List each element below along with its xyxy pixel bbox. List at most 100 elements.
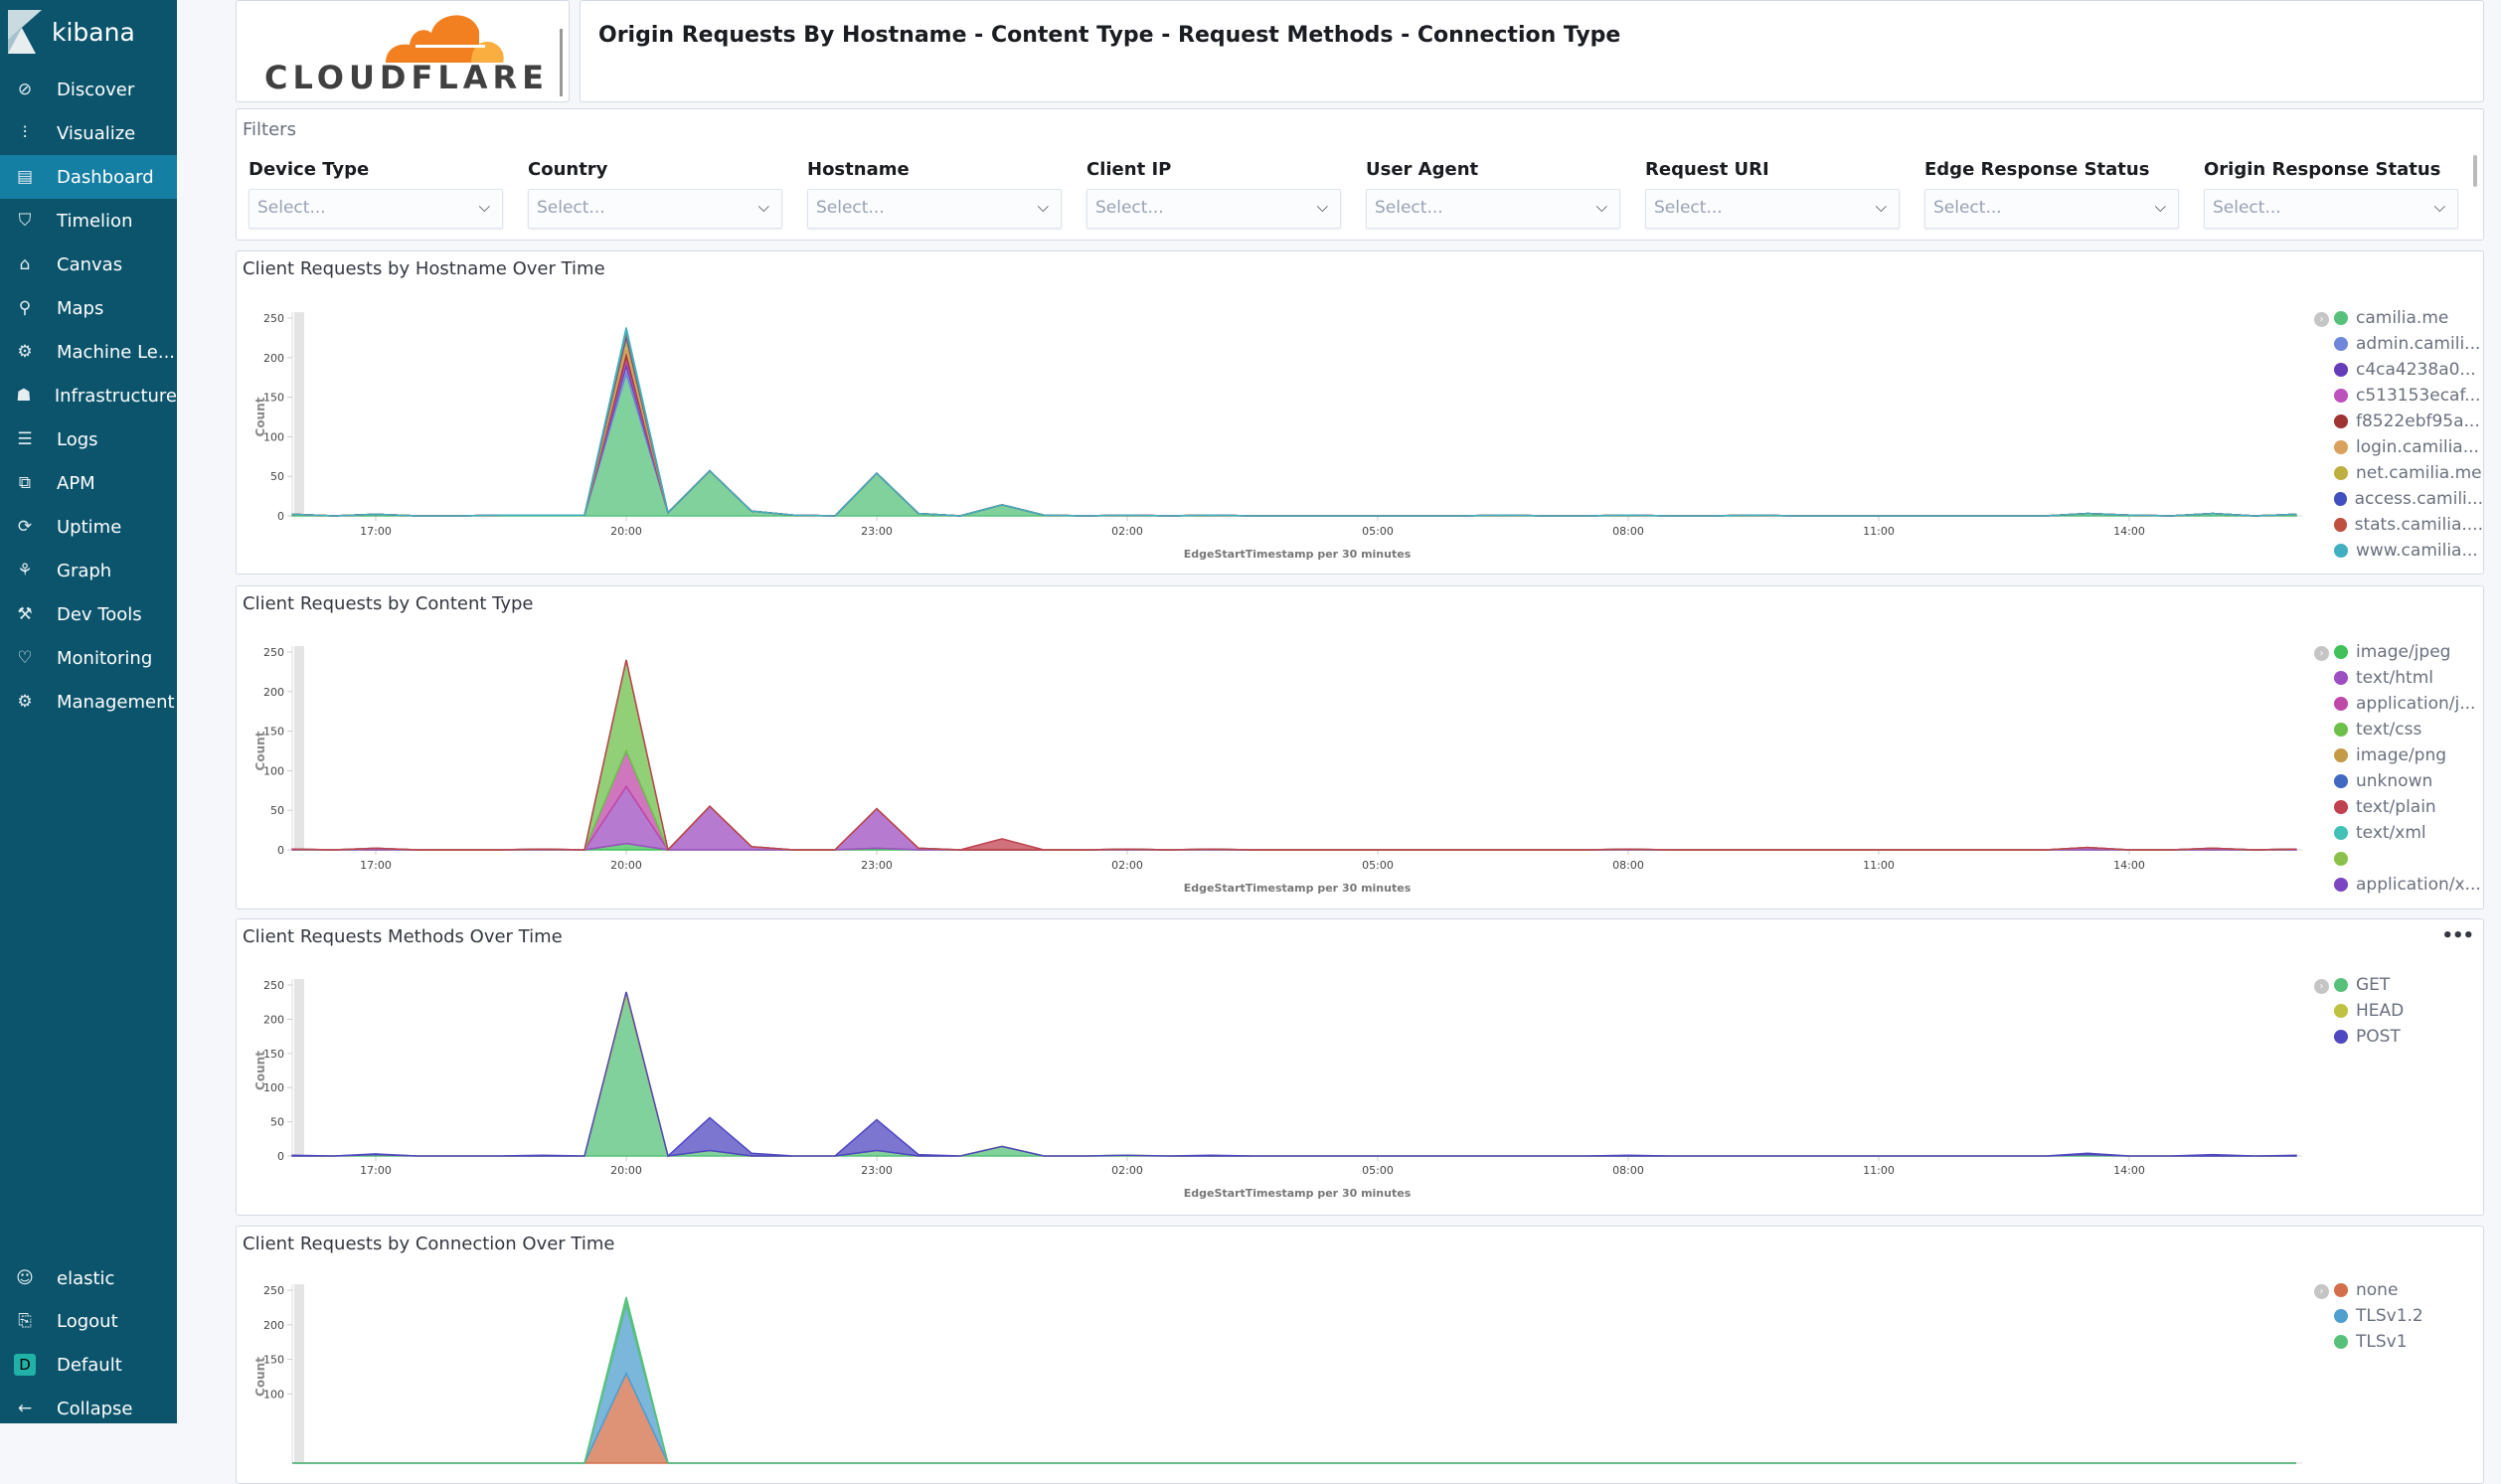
legend-item[interactable]: text/plain bbox=[2314, 794, 2483, 820]
legend-color-dot bbox=[2334, 1030, 2348, 1044]
y-tick-label: 150 bbox=[263, 392, 284, 405]
sidebar-item-infrastructure[interactable]: ☗ Infrastructure bbox=[0, 374, 177, 417]
filter-select[interactable]: Select... ⌵ bbox=[2204, 189, 2458, 229]
filter-select[interactable]: Select... ⌵ bbox=[249, 189, 503, 229]
legend-item[interactable]: TLSv1.2 bbox=[2314, 1303, 2483, 1329]
legend-item[interactable]: www.camilia... bbox=[2314, 538, 2483, 564]
legend-item[interactable]: c4ca4238a0... bbox=[2314, 357, 2483, 383]
sidebar-item-graph[interactable]: ⚘ Graph bbox=[0, 549, 177, 592]
legend-item[interactable]: text/xml bbox=[2314, 820, 2483, 846]
area-series[interactable] bbox=[291, 659, 2297, 852]
legend-toggle-icon[interactable]: › bbox=[2314, 979, 2329, 994]
legend-item[interactable]: access.camili... bbox=[2314, 486, 2483, 512]
filter-placeholder: Select... bbox=[257, 198, 326, 218]
filters-scrollbar[interactable] bbox=[2473, 155, 2477, 187]
legend-item[interactable]: application/x... bbox=[2314, 872, 2483, 898]
filter-control: Device Type Select... ⌵ bbox=[249, 159, 503, 229]
legend-item[interactable] bbox=[2314, 846, 2483, 872]
plot-gutter bbox=[294, 979, 304, 1156]
legend-item[interactable]: GET bbox=[2314, 972, 2483, 998]
legend-item[interactable]: admin.camili... bbox=[2314, 331, 2483, 357]
sidebar-item-visualize[interactable]: ⫶ Visualize bbox=[0, 111, 177, 155]
legend-item[interactable]: application/j... bbox=[2314, 691, 2483, 717]
legend-label: TLSv1 bbox=[2356, 1332, 2408, 1352]
legend-color-dot bbox=[2334, 466, 2348, 480]
y-tick-label: 0 bbox=[277, 844, 284, 857]
dev-tools-icon: ⚒ bbox=[17, 604, 33, 624]
x-tick-label: 08:00 bbox=[1612, 1164, 1644, 1177]
legend-color-dot bbox=[2334, 645, 2348, 659]
legend-label: www.camilia... bbox=[2356, 541, 2478, 561]
filter-label: Country bbox=[528, 159, 608, 180]
legend-color-dot bbox=[2334, 852, 2348, 866]
legend-label: unknown bbox=[2356, 771, 2433, 791]
y-tick-label: 50 bbox=[270, 470, 284, 483]
legend-item[interactable]: net.camilia.me bbox=[2314, 460, 2483, 486]
legend-item[interactable]: unknown bbox=[2314, 768, 2483, 794]
sidebar-item-apm[interactable]: ⧉ APM bbox=[0, 461, 177, 505]
sidebar-item-discover[interactable]: ⊘ Discover bbox=[0, 68, 177, 111]
sidebar-item-label: Canvas bbox=[57, 253, 123, 275]
sidebar-item-space[interactable]: D Default bbox=[0, 1343, 177, 1387]
legend-item[interactable]: TLSv1 bbox=[2314, 1329, 2483, 1355]
y-tick-label: 200 bbox=[263, 686, 284, 699]
sidebar-item-dashboard[interactable]: ▤ Dashboard bbox=[0, 155, 177, 199]
legend-item[interactable]: text/html bbox=[2314, 665, 2483, 691]
sidebar-item-user[interactable]: ☺ elastic bbox=[0, 1256, 177, 1300]
legend-item[interactable]: login.camilia... bbox=[2314, 434, 2483, 460]
sidebar-item-machine-le[interactable]: ⚙ Machine Le... bbox=[0, 330, 177, 374]
sidebar-item-dev-tools[interactable]: ⚒ Dev Tools bbox=[0, 592, 177, 636]
sidebar-item-uptime[interactable]: ⟳ Uptime bbox=[0, 505, 177, 549]
sidebar-item-timelion[interactable]: ⛉ Timelion bbox=[0, 199, 177, 243]
legend-toggle-icon[interactable]: › bbox=[2314, 1284, 2329, 1299]
legend-item[interactable]: text/css bbox=[2314, 717, 2483, 742]
filter-control: Country Select... ⌵ bbox=[528, 159, 782, 229]
legend-item[interactable]: HEAD bbox=[2314, 998, 2483, 1024]
sidebar-item-maps[interactable]: ⚲ Maps bbox=[0, 286, 177, 330]
filter-select[interactable]: Select... ⌵ bbox=[1086, 189, 1341, 229]
area-series[interactable] bbox=[292, 992, 2296, 1157]
legend-item[interactable]: none bbox=[2314, 1277, 2483, 1303]
legend-toggle-icon[interactable]: › bbox=[2314, 312, 2329, 327]
legend-toggle-icon[interactable]: › bbox=[2314, 646, 2329, 661]
sidebar-item-logout[interactable]: ⎘ Logout bbox=[0, 1299, 177, 1343]
legend-item[interactable]: image/jpeg bbox=[2314, 639, 2483, 665]
filter-select[interactable]: Select... ⌵ bbox=[1924, 189, 2179, 229]
sidebar-item-collapse[interactable]: ← Collapse bbox=[0, 1387, 177, 1430]
legend-color-dot bbox=[2334, 544, 2348, 558]
sidebar-item-canvas[interactable]: ⌂ Canvas bbox=[0, 243, 177, 286]
panel-options-icon[interactable]: ••• bbox=[2441, 925, 2474, 946]
monitoring-icon: ♡ bbox=[17, 648, 33, 668]
filter-select[interactable]: Select... ⌵ bbox=[1366, 189, 1620, 229]
legend-item[interactable]: image/png bbox=[2314, 742, 2483, 768]
kibana-brand[interactable]: kibana bbox=[8, 8, 135, 56]
area-series[interactable] bbox=[292, 1300, 2296, 1464]
legend-item[interactable]: f8522ebf95a... bbox=[2314, 409, 2483, 434]
area-series[interactable] bbox=[291, 991, 2297, 1158]
filter-select[interactable]: Select... ⌵ bbox=[528, 189, 782, 229]
legend-item[interactable]: camilia.me bbox=[2314, 305, 2483, 331]
y-tick-label: 100 bbox=[263, 1081, 284, 1094]
filter-select[interactable]: Select... ⌵ bbox=[1645, 189, 1900, 229]
legend-item[interactable]: POST bbox=[2314, 1024, 2483, 1050]
sidebar-item-logs[interactable]: ☰ Logs bbox=[0, 417, 177, 461]
sidebar-item-label: Discover bbox=[57, 79, 135, 100]
sidebar-item-monitoring[interactable]: ♡ Monitoring bbox=[0, 636, 177, 680]
area-series[interactable] bbox=[291, 327, 2297, 517]
x-tick-label: 17:00 bbox=[360, 859, 392, 872]
legend-item[interactable]: stats.camilia.... bbox=[2314, 512, 2483, 538]
area-series[interactable] bbox=[291, 748, 2297, 852]
filter-control: User Agent Select... ⌵ bbox=[1366, 159, 1620, 229]
legend-item[interactable]: c513153ecaf... bbox=[2314, 383, 2483, 409]
filter-select[interactable]: Select... ⌵ bbox=[807, 189, 1062, 229]
x-tick-label: 23:00 bbox=[861, 859, 893, 872]
sidebar-item-management[interactable]: ⚙ Management bbox=[0, 680, 177, 724]
y-axis-title: Count bbox=[253, 731, 267, 770]
timelion-icon: ⛉ bbox=[18, 211, 32, 231]
area-series[interactable] bbox=[292, 1371, 2296, 1464]
legend-color-dot bbox=[2334, 337, 2348, 351]
area-series[interactable] bbox=[291, 371, 2297, 517]
legend-label: GET bbox=[2356, 975, 2391, 995]
filters-heading: Filters bbox=[243, 119, 296, 140]
filter-label: Edge Response Status bbox=[1924, 159, 2150, 180]
